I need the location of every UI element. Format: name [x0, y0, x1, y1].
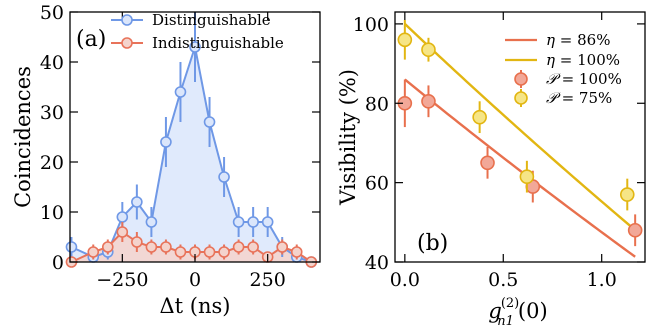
panel-a-x-tick-label: 0 [189, 269, 201, 291]
p100-point [421, 93, 436, 109]
distinguishable-point [131, 196, 143, 208]
distinguishable-point [160, 136, 172, 148]
indistinguishable-point [87, 246, 100, 258]
distinguishable-point [203, 116, 216, 128]
legend-p75-label: 𝒫 = 75% [546, 89, 612, 107]
p75-point [421, 42, 436, 57]
legend-distinguishable-marker [121, 14, 133, 26]
panel-a-y-tick-label: 20 [40, 152, 64, 174]
p75-point [472, 109, 487, 125]
panel-a-coincidences-chart: −250 0 250 0 10 20 30 40 50 (a) Distinguishable … [11, 2, 321, 318]
eta-100-curve [404, 23, 636, 231]
panel-b-y-tick-label: 40 [365, 252, 389, 274]
panel-b-frame [394, 11, 646, 263]
distinguishable-point [65, 241, 78, 253]
indistinguishable-point [232, 241, 245, 253]
panel-a-label: (a) [76, 27, 106, 52]
indistinguishable-point [218, 246, 230, 258]
panel-b-y-tick-label: 80 [365, 93, 389, 115]
distinguishable-point [189, 41, 201, 53]
indistinguishable-point [203, 246, 216, 258]
panel-b-y-tick-label: 60 [365, 173, 389, 195]
distinguishable-area [71, 47, 312, 262]
legend-eta-100-label: η = 100% [546, 51, 620, 69]
distinguishable-point [116, 211, 129, 223]
indistinguishable-point [101, 241, 114, 253]
p100-point [627, 222, 643, 238]
panel-a-fills [71, 47, 312, 262]
panel-a-y-axis-label: Coincidences [11, 66, 35, 208]
panel-a-ticks: −250 0 250 0 10 20 30 40 50 [40, 2, 320, 291]
panel-a-x-tick-label: −250 [96, 269, 148, 291]
panel-a-y-tick-label: 40 [40, 52, 64, 74]
panel-b-y-axis-label: Visibility (%) [336, 69, 360, 206]
indistinguishable-point [131, 236, 143, 248]
panel-b-x-axis-label: g(2) n1 (0) [488, 296, 547, 327]
indistinguishable-point [290, 246, 303, 258]
panel-b-ticks: 0.0 0.5 1.0 40 60 80 100 [353, 12, 645, 291]
legend-eta-86-label: η = 86% [546, 31, 610, 49]
indistinguishable-point [160, 241, 172, 253]
panel-a-y-tick-label: 50 [40, 2, 64, 24]
legend-p100-marker [514, 72, 528, 86]
panel-b-label: (b) [417, 231, 448, 256]
panel-a-x-axis-label: Δt (ns) [160, 294, 231, 318]
indistinguishable-area [71, 232, 312, 262]
panel-a-y-tick-label: 0 [52, 252, 64, 274]
eta-86-curve [404, 78, 636, 258]
legend-indistinguishable-label: Indistinguishable [152, 34, 284, 52]
distinguishable-point [145, 216, 158, 228]
distinguishable-point [247, 216, 259, 228]
legend-distinguishable-label: Distinguishable [152, 11, 271, 29]
panel-a-legend: Distinguishable Indistinguishable [111, 11, 284, 52]
panel-a-y-tick-label: 30 [40, 102, 64, 124]
legend-p100-label: 𝒫 = 100% [546, 70, 622, 88]
panel-b-series [397, 19, 643, 247]
p75-point [397, 32, 413, 48]
indistinguishable-point [174, 246, 187, 258]
legend-indistinguishable-marker [121, 37, 133, 49]
panel-b-visibility-chart: 0.0 0.5 1.0 40 60 80 100 (b) η = 86% η = 100% … [336, 11, 646, 327]
panel-b-x-tick-label: 1.0 [587, 269, 617, 291]
distinguishable-point [261, 216, 274, 228]
distinguishable-point [174, 86, 187, 98]
indistinguishable-point [276, 241, 289, 253]
panel-a-y-tick-label: 10 [40, 202, 64, 224]
panel-b-x-tick-label: 0.5 [488, 269, 518, 291]
distinguishable-point [232, 216, 245, 228]
panel-a-x-tick-label: 250 [250, 269, 286, 291]
p75-point [519, 169, 535, 184]
p100-point [480, 155, 495, 171]
indistinguishable-point [145, 241, 158, 253]
panel-b-legend: η = 86% η = 100% 𝒫 = 100% 𝒫 = 75% [505, 31, 622, 107]
panel-b-theory-curves [404, 23, 636, 258]
distinguishable-point [218, 171, 230, 183]
panel-b-x-tick-label: 0.0 [390, 269, 420, 291]
panel-b-y-tick-label: 100 [353, 14, 389, 36]
indistinguishable-point [116, 226, 129, 238]
p75-point [619, 187, 635, 202]
legend-p75-marker [514, 91, 528, 105]
indistinguishable-point [247, 241, 259, 253]
